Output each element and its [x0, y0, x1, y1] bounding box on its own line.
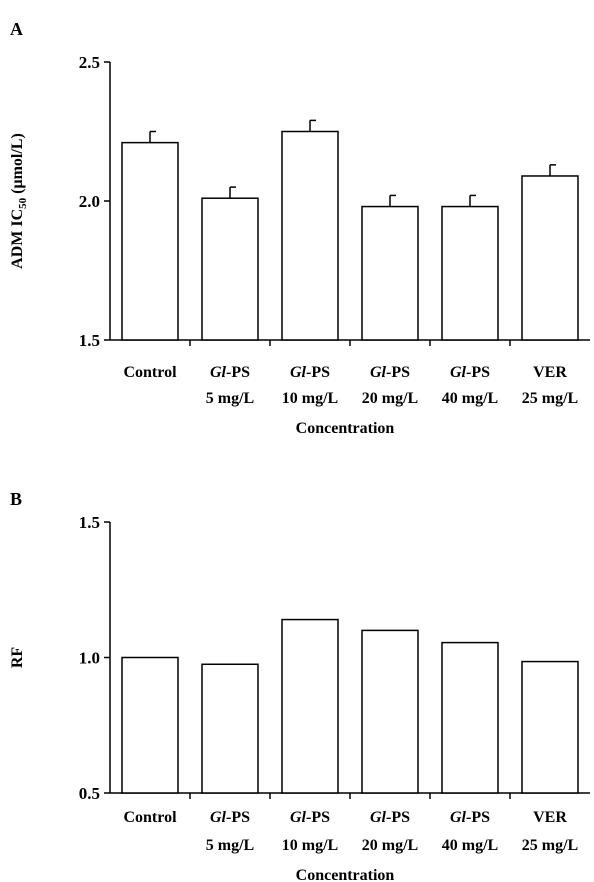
bar [361, 629, 419, 794]
category-label: Control [123, 809, 177, 826]
bar [521, 175, 579, 341]
y-tick-label: 2.5 [79, 53, 100, 72]
category-label-line2: 25 mg/L [522, 837, 578, 854]
bar [441, 205, 499, 341]
category-label: Gl-PS [450, 809, 490, 826]
bar [361, 205, 419, 341]
x-axis-title: Concentration [296, 420, 395, 437]
bar [281, 130, 339, 341]
category-label: Gl-PS [210, 364, 250, 381]
category-label: Gl-PS [450, 364, 490, 381]
bar [201, 197, 259, 341]
category-label: Gl-PS [370, 364, 410, 381]
category-label-line2: 10 mg/L [282, 837, 338, 854]
y-tick-label: 1.0 [79, 649, 100, 668]
bar [201, 663, 259, 794]
category-label: Gl-PS [370, 809, 410, 826]
category-label-line2: 5 mg/L [206, 390, 254, 407]
bar [121, 141, 179, 341]
category-label: VER [533, 809, 567, 826]
y-tick-label: 1.5 [79, 513, 100, 532]
bar [441, 641, 499, 794]
category-label-line2: 40 mg/L [442, 390, 498, 407]
category-label: Gl-PS [290, 364, 330, 381]
panel-label: B [10, 489, 22, 509]
y-axis-title: RF [9, 647, 26, 669]
panel-b: B 0.5 1.0 1.5 Control Gl-PS 5 mg/L Gl-PS 10 mg/L… [9, 489, 590, 882]
category-label-line2: 5 mg/L [206, 837, 254, 854]
bar [281, 618, 339, 794]
panel-a: A 1.5 2.0 2.5 Control Gl-PS 5 mg/L Gl-PS 10 mg/L… [9, 19, 590, 437]
category-label-line2: 20 mg/L [362, 837, 418, 854]
x-axis-title: Concentration [296, 867, 395, 882]
y-tick-label: 1.5 [79, 331, 100, 350]
category-label: VER [533, 364, 567, 381]
category-label: Gl-PS [210, 809, 250, 826]
category-label-line2: 25 mg/L [522, 390, 578, 407]
category-label-line2: 40 mg/L [442, 837, 498, 854]
y-tick-label: 0.5 [79, 784, 100, 803]
bar [121, 656, 179, 794]
category-label: Control [123, 364, 177, 381]
y-tick-label: 2.0 [79, 192, 100, 211]
category-label-line2: 10 mg/L [282, 390, 338, 407]
bar [521, 660, 579, 794]
category-label: Gl-PS [290, 809, 330, 826]
category-label-line2: 20 mg/L [362, 390, 418, 407]
panel-label: A [10, 19, 23, 39]
y-axis-title: ADM IC50 (μmol/L) [9, 133, 29, 269]
